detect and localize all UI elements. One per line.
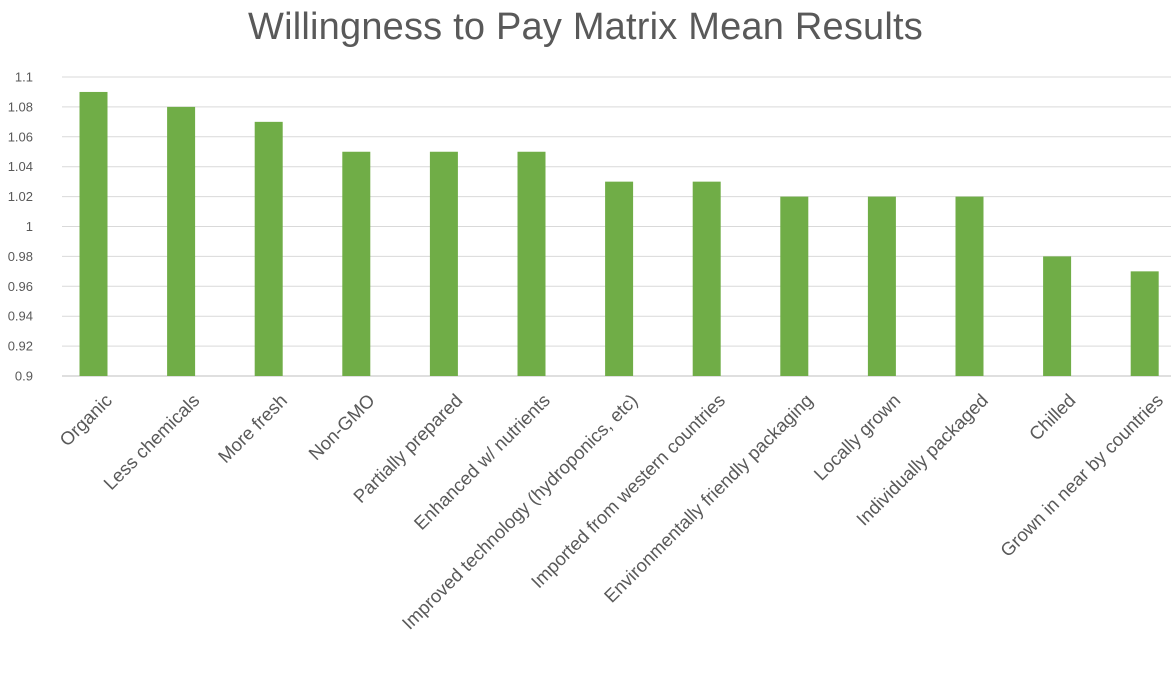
y-tick-label: 0.94 [8,309,33,324]
x-category-label: Grown in near by countries [996,390,1167,561]
y-tick-label: 1.02 [8,189,33,204]
bar [167,106,196,377]
y-tick-label: 1.1 [15,70,33,85]
y-tick-label: 0.98 [8,249,33,264]
x-category-label: More fresh [214,390,291,467]
y-axis-tick-labels: 0.9 0.92 0.94 0.96 0.98 1 1.02 1.04 1.06 1.08 1.1 [8,70,33,384]
bar [1043,256,1072,376]
y-tick-label: 0.92 [8,339,33,354]
y-tick-label: 1.08 [8,99,33,114]
bar [692,181,721,376]
x-category-label: Chilled [1025,390,1080,445]
bar [780,196,809,376]
y-tick-label: 0.96 [8,279,33,294]
x-category-label: Non-GMO [304,390,378,464]
bar [429,151,458,376]
bar [605,181,634,376]
y-tick-label: 1 [26,219,33,234]
y-tick-label: 0.9 [15,369,33,384]
x-category-label: Locally grown [810,390,905,485]
x-category-label: Organic [55,390,116,451]
y-tick-label: 1.04 [8,159,33,174]
bar [955,196,984,376]
bar [867,196,896,376]
y-tick-label: 1.06 [8,129,33,144]
bars [79,91,1159,377]
chart-title: Willingness to Pay Matrix Mean Results [248,6,923,48]
bar [1130,271,1159,376]
bar [517,151,546,376]
bar [79,91,108,376]
bar [254,121,283,376]
x-category-label: Imported from western countries [527,390,729,592]
bar [342,151,371,376]
